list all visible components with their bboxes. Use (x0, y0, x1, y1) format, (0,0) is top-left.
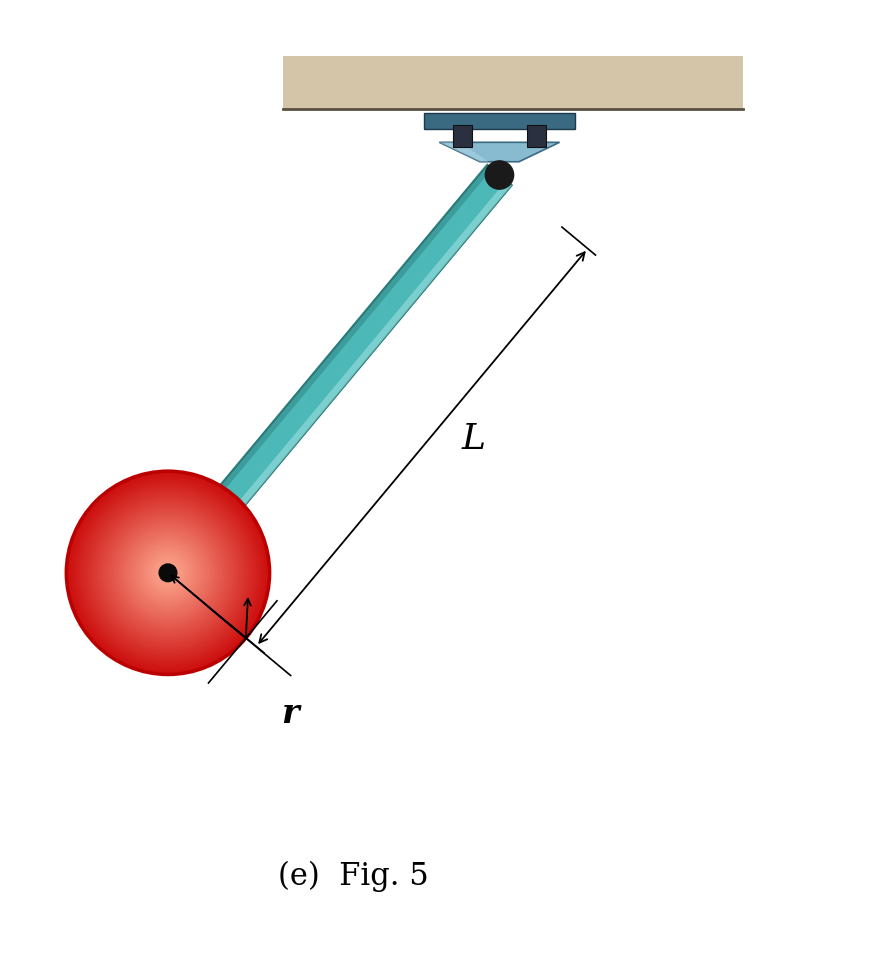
Circle shape (122, 527, 214, 618)
Circle shape (105, 510, 231, 636)
Polygon shape (156, 165, 492, 566)
Circle shape (92, 496, 244, 649)
Bar (453, 125, 472, 147)
Circle shape (97, 502, 239, 644)
Circle shape (110, 516, 225, 631)
Circle shape (146, 551, 190, 595)
Circle shape (166, 571, 170, 574)
Circle shape (83, 488, 253, 658)
Circle shape (148, 553, 188, 593)
Circle shape (118, 524, 217, 622)
Circle shape (164, 569, 171, 576)
Circle shape (109, 514, 227, 632)
Circle shape (149, 554, 187, 591)
Circle shape (144, 549, 192, 596)
Circle shape (485, 161, 514, 189)
Bar (527, 125, 546, 147)
Bar (424, 113, 575, 129)
Circle shape (85, 490, 251, 656)
Circle shape (103, 509, 232, 637)
Polygon shape (175, 180, 512, 583)
Circle shape (133, 538, 203, 609)
Circle shape (70, 474, 266, 671)
Polygon shape (439, 142, 560, 161)
Circle shape (114, 518, 222, 627)
Circle shape (116, 520, 220, 625)
Circle shape (112, 516, 224, 629)
Circle shape (76, 481, 260, 664)
Circle shape (163, 567, 173, 578)
Circle shape (142, 547, 194, 598)
Circle shape (88, 493, 248, 653)
Bar (283, 56, 743, 108)
Circle shape (87, 492, 249, 654)
Polygon shape (439, 142, 489, 161)
Circle shape (141, 545, 195, 600)
Circle shape (154, 559, 182, 588)
Circle shape (107, 512, 229, 634)
Circle shape (159, 564, 177, 582)
Circle shape (100, 505, 236, 640)
Circle shape (153, 558, 183, 588)
Circle shape (124, 529, 212, 617)
Circle shape (66, 471, 270, 675)
Circle shape (98, 503, 238, 642)
Circle shape (157, 563, 178, 583)
Circle shape (134, 539, 202, 607)
Circle shape (81, 487, 255, 660)
Circle shape (102, 507, 234, 639)
Circle shape (139, 544, 197, 602)
Circle shape (90, 495, 246, 651)
Circle shape (136, 540, 200, 605)
Circle shape (80, 485, 256, 660)
Circle shape (68, 473, 268, 673)
Circle shape (72, 476, 264, 669)
Circle shape (129, 534, 207, 612)
Circle shape (95, 500, 240, 646)
Circle shape (155, 560, 181, 587)
Circle shape (127, 532, 209, 613)
Circle shape (78, 483, 258, 662)
Circle shape (138, 542, 198, 603)
Circle shape (159, 564, 177, 582)
Text: L: L (461, 421, 486, 456)
Text: (e)  Fig. 5: (e) Fig. 5 (278, 860, 429, 892)
Text: r: r (281, 697, 299, 730)
Circle shape (117, 522, 218, 624)
Circle shape (126, 531, 210, 615)
Circle shape (94, 498, 242, 647)
Circle shape (131, 536, 205, 611)
Circle shape (156, 561, 179, 585)
Circle shape (151, 556, 185, 589)
Circle shape (161, 566, 175, 580)
Polygon shape (156, 165, 512, 583)
Circle shape (73, 478, 263, 668)
Circle shape (75, 480, 261, 666)
Circle shape (120, 525, 216, 620)
